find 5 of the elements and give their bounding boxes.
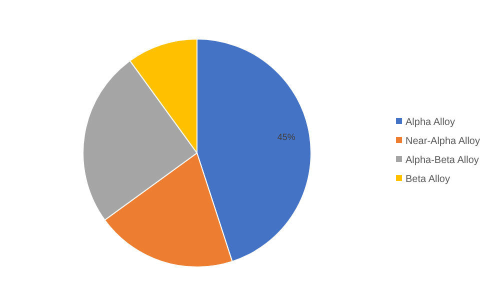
legend-label: Beta Alloy xyxy=(406,174,450,185)
data-label: 45% xyxy=(277,132,296,142)
legend-label: Near-Alpha Alloy xyxy=(406,136,480,147)
legend-label: Alpha Alloy xyxy=(406,117,455,128)
legend-label: Alpha-Beta Alloy xyxy=(406,155,479,166)
